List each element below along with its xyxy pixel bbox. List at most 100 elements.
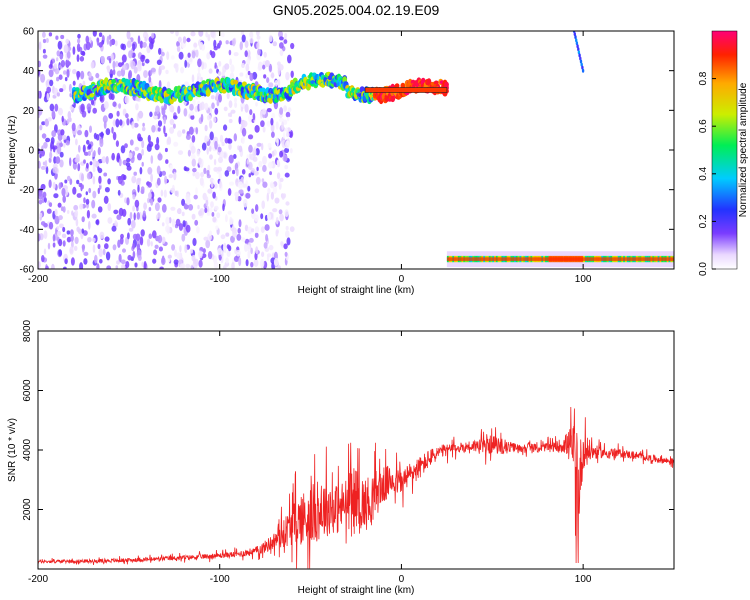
heatmap-noise-cell [45,265,49,269]
heatmap-y-label: Frequency (Hz) [7,116,18,185]
heatmap-noise-cell [232,169,236,175]
heatmap-noise-cell [69,157,72,167]
heatmap-noise-cell [93,150,96,158]
heatmap-noise-cell [71,122,76,132]
heatmap-noise-cell [221,250,224,258]
heatmap-noise-cell [148,233,153,239]
heatmap-noise-cell [218,93,222,103]
colorbar-tick-label: 0.2 [698,214,709,228]
heatmap-noise-cell [85,35,90,44]
heatmap-noise-cell [224,63,230,70]
heatmap-noise-cell [175,64,179,73]
heatmap-noise-cell [207,188,213,194]
heatmap-noise-cell [99,132,104,137]
snr-x-label: Height of straight line (km) [298,585,415,596]
heatmap-noise-cell [44,118,49,127]
heatmap-noise-cell [247,185,251,192]
snr-x-tick-label: 100 [575,574,592,585]
heatmap-noise-cell [238,219,242,228]
heatmap-noise-cell [88,72,92,78]
heatmap-noise-cell [170,206,176,211]
heatmap-noise-cell [183,108,188,117]
heatmap-noise-cell [119,119,123,126]
heatmap-noise-cell [80,70,85,80]
heatmap-noise-cell [190,248,193,254]
heatmap-noise-cell [268,82,274,88]
heatmap-noise-cell [108,34,112,40]
heatmap-noise-cell [174,249,177,257]
heatmap-noise-cell [137,184,140,193]
heatmap-noise-cell [177,105,181,115]
heatmap-noise-cell [81,228,85,234]
heatmap-noise-cell [102,115,108,124]
heatmap-noise-cell [213,158,217,166]
heatmap-noise-cell [191,213,196,220]
heatmap-noise-cell [141,126,146,132]
heatmap-noise-cell [161,257,166,266]
heatmap-noise-cell [90,61,95,69]
heatmap-noise-cell [285,225,289,231]
heatmap-noise-cell [151,125,156,133]
heatmap-noise-cell [62,195,66,203]
heatmap-noise-cell [75,218,79,227]
heatmap-noise-cell [284,147,290,153]
heatmap-noise-cell [285,111,291,118]
heatmap-noise-cell [227,112,232,117]
heatmap-noise-cell [182,220,186,228]
heatmap-noise-cell [234,102,238,108]
heatmap-noise-cell [277,265,281,269]
heatmap-noise-cell [208,145,212,152]
heatmap-noise-cell [170,105,175,113]
heatmap-noise-cell [118,158,122,167]
heatmap-noise-cell [59,53,63,60]
heatmap-noise-cell [126,157,131,163]
heatmap-noise-cell [76,72,80,81]
heatmap-noise-cell [184,244,188,254]
heatmap-noise-cell [151,32,155,39]
heatmap-noise-cell [85,198,90,205]
heatmap-noise-cell [103,101,109,110]
heatmap-noise-cell [148,76,152,83]
heatmap-noise-cell [60,34,65,40]
heatmap-noise-cell [74,157,80,163]
heatmap-noise-cell [268,244,274,251]
heatmap-noise-cell [125,261,130,269]
heatmap-noise-cell [245,192,251,199]
heatmap-noise-cell [270,183,275,189]
heatmap-noise-cell [219,180,222,189]
heatmap-noise-cell [137,177,142,182]
heatmap-noise-cell [129,211,133,220]
heatmap-noise-cell [154,202,160,212]
heatmap-band-cell [233,79,239,85]
heatmap-noise-cell [95,72,100,79]
heatmap-noise-cell [278,31,283,38]
heatmap-noise-cell [206,211,211,216]
heatmap-noise-cell [70,229,74,237]
heatmap-noise-cell [101,156,107,164]
heatmap-noise-cell [241,62,245,68]
heatmap-noise-cell [78,144,81,153]
heatmap-noise-cell [53,193,59,199]
heatmap-noise-cell [263,74,267,79]
heatmap-noise-cell [90,99,95,106]
heatmap-noise-cell [220,234,226,240]
heatmap-noise-cell [200,76,203,82]
heatmap-noise-cell [142,210,146,218]
heatmap-noise-cell [112,131,117,141]
heatmap-noise-cell [229,218,234,225]
heatmap-noise-cell [205,199,209,207]
heatmap-noise-cell [148,207,152,212]
heatmap-noise-cell [268,34,273,43]
heatmap-noise-cell [210,181,214,188]
heatmap-noise-cell [63,142,66,148]
heatmap-noise-cell [178,51,184,60]
snr-y-tick-label: 6000 [22,379,33,402]
heatmap-noise-cell [98,175,102,184]
heatmap-noise-cell [97,166,100,171]
heatmap-noise-cell [185,197,191,206]
heatmap-noise-cell [165,216,170,226]
heatmap-noise-cell [118,62,123,68]
heatmap-plot-area [38,31,674,269]
heatmap-noise-cell [192,237,197,247]
heatmap-noise-cell [147,181,152,188]
